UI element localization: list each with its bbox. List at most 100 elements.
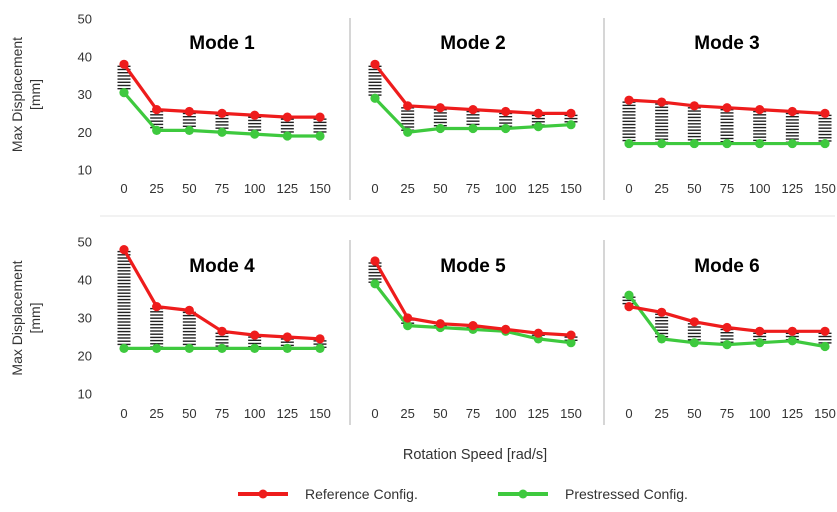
x-tick-label: 0 — [120, 181, 127, 196]
x-tick-label: 125 — [527, 406, 549, 421]
data-point-prestressed — [119, 343, 129, 353]
x-tick-label: 125 — [527, 181, 549, 196]
data-point-reference — [119, 59, 129, 69]
difference-bands — [117, 250, 327, 348]
difference-band — [785, 112, 799, 143]
data-point-prestressed — [624, 290, 634, 300]
y-tick-label: 30 — [78, 311, 92, 326]
x-tick-label: 75 — [215, 181, 229, 196]
data-point-prestressed — [787, 336, 797, 346]
panel-mode-4: Mode 4 0 25 50 75 100 125 150 — [117, 245, 331, 421]
data-point-prestressed — [755, 138, 765, 149]
data-point-prestressed — [566, 338, 576, 348]
data-point-reference — [217, 108, 227, 118]
data-point-reference — [370, 256, 380, 266]
x-tick-label: 100 — [495, 406, 517, 421]
data-point-prestressed — [787, 138, 797, 149]
data-point-prestressed — [657, 334, 667, 344]
data-point-reference — [435, 319, 445, 329]
data-point-prestressed — [370, 279, 380, 289]
data-point-reference — [282, 112, 292, 122]
data-point-prestressed — [533, 121, 543, 132]
y-tick-label: 40 — [78, 273, 92, 288]
data-point-reference — [689, 101, 699, 111]
x-tick-label: 125 — [781, 181, 803, 196]
panels-layer: Mode 1 0 25 50 75 100 125 150 Mode 2 0 25 50 75 100 12… — [117, 33, 836, 421]
legend-item-reference: Reference Config. — [238, 486, 418, 502]
data-point-prestressed — [315, 131, 325, 141]
x-tick-label: 75 — [720, 181, 734, 196]
legend-marker-reference — [258, 489, 268, 499]
data-point-prestressed — [501, 123, 511, 134]
data-point-prestressed — [184, 343, 194, 353]
data-point-reference — [250, 330, 260, 340]
y-tick-label: 50 — [78, 12, 92, 27]
legend-item-prestressed: Prestressed Config. — [498, 486, 688, 502]
panel-mode-5: Mode 5 0 25 50 75 100 125 150 — [368, 256, 582, 421]
data-point-prestressed — [689, 138, 699, 149]
y-axis-label-group: Max Displacement [mm] — [9, 260, 43, 375]
x-tick-label: 0 — [625, 406, 632, 421]
data-point-prestressed — [722, 138, 732, 149]
data-point-prestressed — [755, 338, 765, 348]
data-point-reference — [657, 307, 667, 317]
data-point-reference — [533, 328, 543, 338]
x-tick-label: 150 — [814, 406, 836, 421]
data-point-prestressed — [722, 340, 732, 350]
data-point-reference — [820, 326, 830, 336]
difference-band — [150, 307, 164, 348]
data-point-prestressed — [184, 125, 194, 135]
panel-title: Mode 4 — [189, 256, 255, 277]
data-point-reference — [468, 321, 478, 331]
data-point-prestressed — [250, 343, 260, 353]
data-point-prestressed — [689, 338, 699, 348]
difference-bands — [622, 101, 832, 144]
data-point-reference — [566, 108, 576, 118]
data-point-reference — [657, 97, 667, 107]
x-axis-label: Rotation Speed [rad/s] — [403, 447, 547, 463]
x-tick-label: 75 — [466, 406, 480, 421]
x-tick-label: 150 — [309, 181, 331, 196]
data-point-reference — [820, 108, 830, 118]
data-point-reference — [566, 330, 576, 340]
x-tick-label: 150 — [814, 181, 836, 196]
data-point-reference — [217, 326, 227, 336]
data-point-reference — [689, 317, 699, 327]
y-tick-label: 30 — [78, 87, 92, 102]
data-point-reference — [501, 324, 511, 334]
data-point-reference — [787, 106, 797, 117]
y-tick-label: 10 — [78, 387, 92, 402]
data-point-reference — [722, 322, 732, 333]
data-point-prestressed — [217, 343, 227, 353]
panel-title: Mode 3 — [694, 33, 759, 54]
x-tick-label: 25 — [400, 181, 414, 196]
x-tick-label: 50 — [433, 181, 447, 196]
data-point-prestressed — [435, 123, 445, 134]
data-point-reference — [250, 110, 260, 120]
x-tick-label: 25 — [149, 181, 163, 196]
data-point-prestressed — [403, 321, 413, 331]
data-point-reference — [435, 103, 445, 113]
difference-band — [753, 110, 767, 142]
panel-mode-6: Mode 6 0 25 50 75 100 125 150 — [622, 256, 836, 421]
difference-band — [622, 101, 636, 142]
data-point-prestressed — [282, 131, 292, 141]
y-axis-label-group: Max Displacement [mm] — [9, 37, 43, 152]
data-point-prestressed — [468, 123, 478, 134]
data-point-prestressed — [403, 127, 413, 137]
x-tick-label: 100 — [749, 406, 771, 421]
x-tick-label: 50 — [433, 406, 447, 421]
x-tick-label: 100 — [749, 181, 771, 196]
y-tick-label: 40 — [78, 49, 92, 64]
data-point-prestressed — [152, 343, 162, 353]
data-point-reference — [533, 108, 543, 118]
data-point-reference — [722, 103, 732, 113]
x-tick-label: 25 — [654, 181, 668, 196]
x-tick-label: 0 — [371, 181, 378, 196]
x-tick-label: 125 — [276, 406, 298, 421]
legend: Reference Config. Prestressed Config. — [238, 486, 688, 502]
x-tick-label: 25 — [400, 406, 414, 421]
data-point-prestressed — [820, 138, 830, 149]
